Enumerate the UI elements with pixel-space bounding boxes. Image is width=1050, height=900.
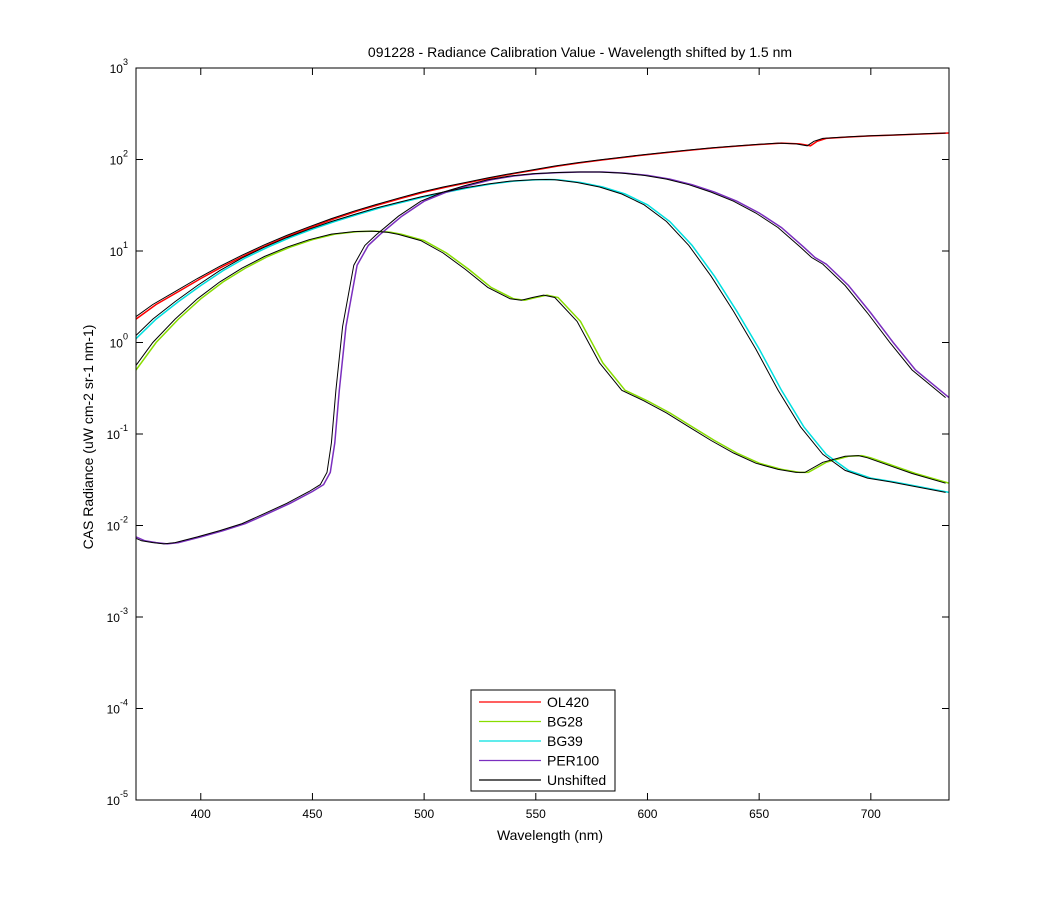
y-tick-label: 103: [110, 57, 128, 76]
series-line-unshifted: [136, 230, 946, 484]
x-tick-label: 450: [302, 807, 322, 821]
x-tick-label: 600: [637, 807, 657, 821]
series-line-unshifted: [136, 178, 946, 493]
y-tick-label: 100: [110, 332, 128, 351]
y-tick-label: 10-5: [107, 789, 128, 808]
y-tick-label: 10-1: [107, 423, 128, 442]
legend: OL420 BG28 BG39 PER100 Unshifted: [470, 689, 616, 792]
series-line-unshifted: [136, 171, 946, 545]
x-axis: 400 450 500 550 600 650 700: [191, 68, 881, 821]
x-tick-label: 500: [414, 807, 434, 821]
x-axis-label: Wavelength (nm): [497, 827, 603, 843]
x-tick-label: 400: [191, 807, 211, 821]
series-line-bg39: [136, 178, 949, 494]
y-tick-label: 10-3: [107, 606, 128, 625]
legend-label: PER100: [547, 753, 599, 769]
x-tick-label: 700: [861, 807, 881, 821]
series-line-bg28: [136, 230, 949, 484]
legend-label: BG28: [547, 714, 583, 730]
y-tick-label: 102: [110, 149, 128, 168]
x-tick-label: 650: [749, 807, 769, 821]
series-line-unshifted: [136, 132, 946, 318]
legend-label: Unshifted: [547, 772, 606, 788]
series-layer: [136, 132, 949, 545]
y-axis-label: CAS Radiance (uW cm-2 sr-1 nm-1): [80, 325, 96, 550]
y-tick-label: 10-2: [107, 515, 128, 534]
legend-label: OL420: [547, 694, 589, 710]
series-line-ol420: [136, 132, 949, 320]
chart-title: 091228 - Radiance Calibration Value - Wa…: [368, 44, 792, 60]
series-line-per100: [136, 171, 949, 545]
y-tick-label: 101: [110, 240, 128, 259]
y-tick-label: 10-4: [107, 698, 128, 717]
legend-label: BG39: [547, 733, 583, 749]
x-tick-label: 550: [526, 807, 546, 821]
